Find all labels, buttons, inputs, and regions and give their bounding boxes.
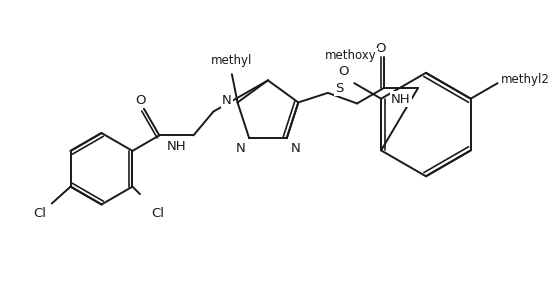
Text: S: S	[335, 82, 344, 95]
Text: N: N	[290, 142, 300, 155]
Text: NH: NH	[391, 93, 411, 106]
Text: O: O	[135, 94, 145, 106]
Text: O: O	[375, 42, 385, 55]
Text: Cl: Cl	[151, 207, 164, 220]
Text: methoxy: methoxy	[325, 49, 376, 63]
Text: O: O	[338, 65, 349, 77]
Text: methyl2: methyl2	[502, 73, 550, 86]
Text: Cl: Cl	[33, 207, 46, 220]
Text: N: N	[222, 94, 232, 107]
Text: N: N	[236, 142, 245, 155]
Text: methyl: methyl	[211, 54, 252, 67]
Text: NH: NH	[167, 140, 186, 153]
